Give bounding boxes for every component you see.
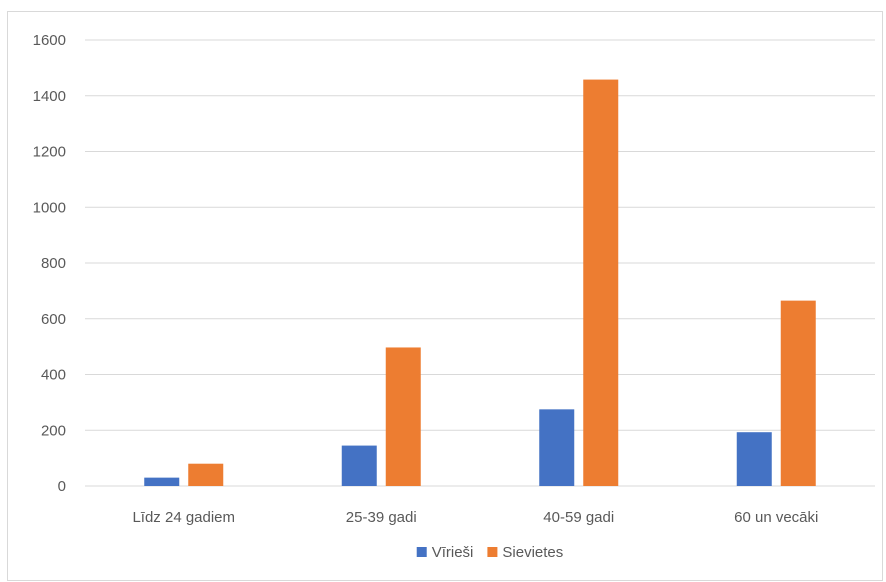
x-tick-label: 40-59 gadi: [543, 509, 614, 526]
bar-sievietes-2: [583, 79, 619, 487]
bar-viriesi-1: [341, 445, 377, 486]
bar-sievietes-3: [780, 300, 816, 486]
bar-viriesi-0: [144, 477, 180, 486]
bar-sievietes-1: [385, 347, 421, 486]
y-tick-label: 1200: [33, 144, 66, 161]
x-tick-label: Līdz 24 gadiem: [132, 509, 235, 526]
legend-swatch: [416, 547, 427, 557]
gridlines: [85, 39, 875, 487]
y-tick-label: 0: [58, 478, 66, 495]
y-axis-ticks: 0 200 400 600 800 1000 1200 1400 1600: [33, 32, 66, 495]
bars: [144, 79, 816, 487]
y-tick-label: 600: [41, 311, 66, 328]
y-tick-label: 200: [41, 422, 66, 439]
y-tick-label: 1400: [33, 88, 66, 105]
bar-sievietes-0: [188, 463, 224, 486]
legend-label: Sievietes: [502, 544, 563, 561]
y-tick-label: 1600: [33, 32, 66, 49]
legend-label: Vīrieši: [432, 544, 474, 561]
y-tick-label: 1000: [33, 199, 66, 216]
y-tick-label: 800: [41, 255, 66, 272]
legend-swatch: [487, 547, 498, 557]
bar-viriesi-3: [736, 432, 772, 486]
x-axis-ticks: Līdz 24 gadiem 25-39 gadi 40-59 gadi 60 un …: [132, 509, 818, 526]
x-tick-label: 60 un vecāki: [734, 509, 818, 526]
y-tick-label: 400: [41, 367, 66, 384]
legend: Vīrieši Sievietes: [416, 544, 563, 561]
bar-viriesi-2: [539, 409, 575, 486]
x-tick-label: 25-39 gadi: [346, 509, 417, 526]
